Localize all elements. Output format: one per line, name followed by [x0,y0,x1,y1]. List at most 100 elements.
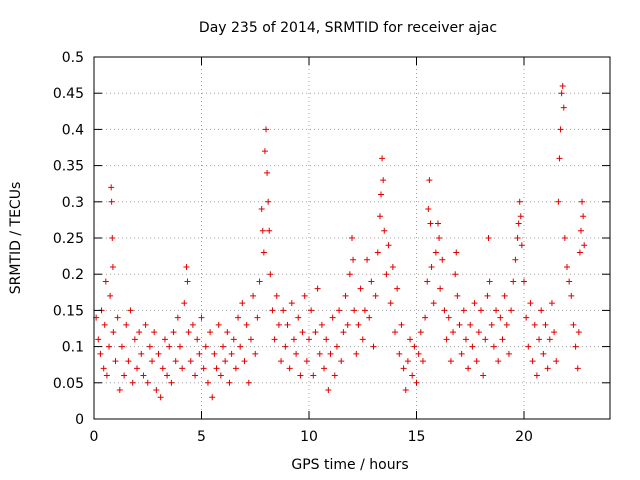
data-point [254,314,261,321]
data-point [134,365,140,372]
data-point [336,307,343,314]
data-point [131,336,138,343]
data-point [508,307,515,314]
data-point [357,285,364,292]
data-point [396,350,403,357]
data-point [280,307,287,314]
data-point [312,329,319,336]
data-point [153,387,160,394]
data-point [286,365,293,372]
data-point [172,358,179,365]
data-point [521,278,527,285]
data-point [278,358,285,365]
data-point [435,220,441,227]
data-point [546,336,553,343]
data-point [555,198,562,205]
data-point [177,343,183,350]
data-point [579,198,586,205]
data-point [273,292,280,299]
data-point [189,321,196,328]
data-point [269,307,276,314]
data-point [226,379,233,386]
y-tick-label: 0 [75,412,84,428]
data-point [183,263,190,270]
data-point [531,321,538,328]
data-point [447,358,454,365]
data-point [428,263,435,270]
data-point [125,358,132,365]
data-point [247,336,254,343]
data-point [318,321,325,328]
data-point [527,300,534,307]
data-point [419,358,426,365]
data-point [198,314,205,321]
data-point [503,321,510,328]
data-point [241,358,248,365]
data-point [561,235,568,241]
x-tick-label: 20 [515,429,533,445]
data-point [452,271,459,278]
data-points [93,82,588,401]
data-point [413,379,420,386]
grid-lines [94,57,610,419]
data-point [454,292,461,299]
data-point [107,292,114,299]
data-point [379,155,386,162]
data-point [467,321,474,328]
y-tick-label: 0.05 [53,376,84,392]
data-point [361,307,368,314]
data-point [409,372,416,379]
data-point [112,358,119,365]
data-point [372,292,379,299]
data-point [544,365,551,372]
data-point [422,314,429,321]
data-point [366,314,373,321]
data-point [501,292,508,299]
data-point [161,336,168,343]
data-point [168,379,175,386]
data-point [213,365,220,372]
x-tick-labels: 0 5 10 15 20 [90,429,533,445]
data-point [342,292,349,299]
y-tick-label: 0.25 [53,231,84,247]
data-point [402,387,409,394]
data-point [314,285,321,292]
data-point [349,235,355,241]
data-point [211,350,218,357]
data-point [303,358,310,365]
data-point [556,155,563,162]
data-point [204,379,211,386]
data-point [407,336,414,343]
y-axis-label: SRMTID / TECUs [8,182,24,295]
data-point [151,329,158,336]
data-point [123,321,130,328]
data-point [439,256,446,263]
data-point [394,285,401,292]
data-point [323,336,330,343]
data-point [264,169,271,176]
data-point [575,329,582,336]
data-point [392,329,398,336]
data-point [108,184,115,191]
data-point [184,278,191,285]
data-point [432,249,439,256]
data-point [267,271,274,278]
data-point [179,365,186,372]
data-point [140,372,147,379]
x-tick-label: 15 [408,429,426,445]
data-point [109,263,116,270]
data-point [138,350,145,357]
data-point [237,343,244,350]
data-point [523,314,530,321]
data-point [271,336,278,343]
data-point [540,350,547,357]
data-point [533,372,540,379]
data-point [181,300,188,307]
data-point [495,358,502,365]
data-point [235,314,242,321]
data-point [217,372,224,379]
data-point [436,235,443,241]
data-point [232,365,239,372]
y-tick-label: 0.5 [62,50,84,66]
data-point [295,314,302,321]
